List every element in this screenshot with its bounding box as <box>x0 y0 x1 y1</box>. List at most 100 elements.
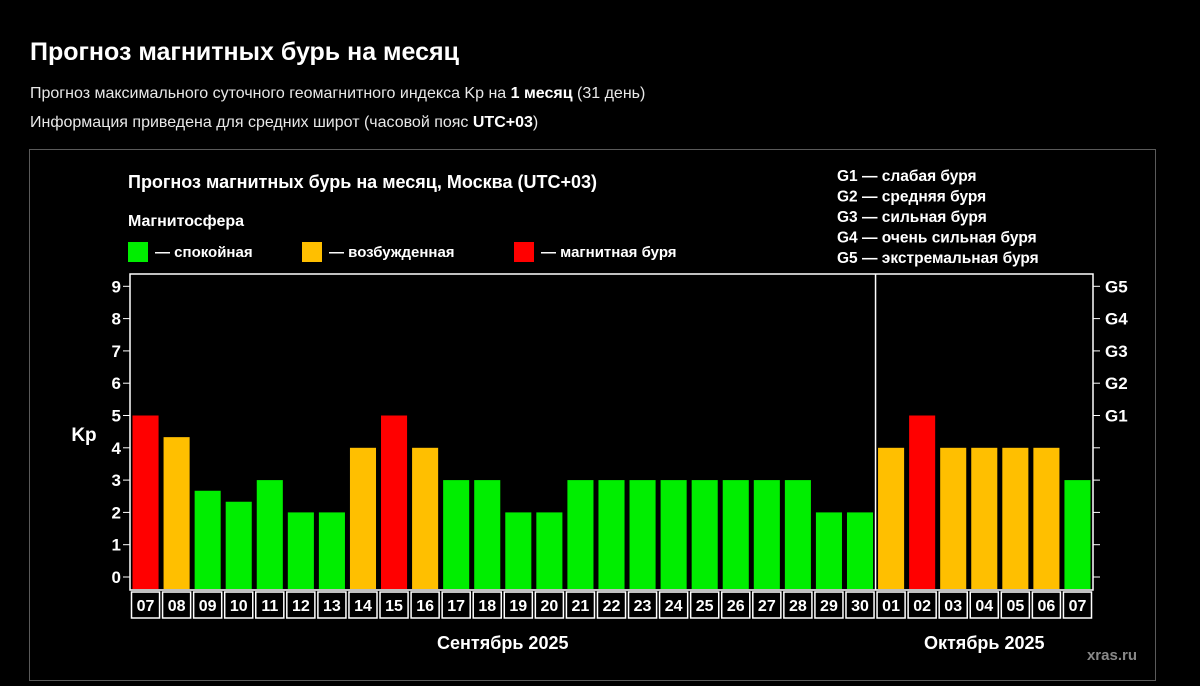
x-label-box-12 <box>503 591 534 619</box>
x-tick-label-9: 16 <box>416 598 434 615</box>
x-tick-label-17: 24 <box>665 598 683 615</box>
bar-16 <box>629 480 656 589</box>
bar-22 <box>815 512 842 589</box>
bar-10 <box>443 480 470 589</box>
subtitle-latitude-end: ) <box>532 114 539 131</box>
x-tick-label-1: 08 <box>168 598 186 615</box>
storm-scale-item-3: G3 — сильная буря <box>837 209 987 226</box>
x-label-box-14 <box>565 591 596 619</box>
watermark: xras.ru <box>1087 647 1137 664</box>
storm-scale-item-5: G5 — экстремальная буря <box>837 250 1039 267</box>
legend-swatch-2 <box>514 242 534 262</box>
y-axis-label: Kp <box>71 425 96 446</box>
x-label-box-26 <box>938 591 968 619</box>
bar-26 <box>940 447 967 589</box>
x-tick-label-19: 26 <box>727 598 745 615</box>
x-tick-label-23: 30 <box>851 598 869 615</box>
x-tick-label-13: 20 <box>540 598 558 615</box>
bar-4 <box>256 480 283 589</box>
bar-15 <box>598 480 625 589</box>
x-label-box-18 <box>689 591 720 619</box>
x-tick-label-2: 09 <box>199 598 217 615</box>
storm-scale-item-2: G2 — средняя буря <box>837 189 986 206</box>
legend-label-0: — спокойная <box>155 244 253 261</box>
bar-8 <box>381 415 408 589</box>
y-tick-label-9: 9 <box>112 277 121 296</box>
plot-area <box>129 273 1094 591</box>
legend-title: Магнитосфера <box>128 213 244 230</box>
x-label-box-20 <box>752 591 782 619</box>
x-tick-label-11: 18 <box>478 598 496 615</box>
x-label-box-25 <box>907 591 937 619</box>
bar-12 <box>505 512 532 589</box>
bar-30 <box>1064 480 1091 589</box>
subtitle-forecast-period: 1 месяц <box>510 85 573 102</box>
y-tick-label-5: 5 <box>112 407 121 426</box>
x-label-box-7 <box>348 591 378 619</box>
bar-27 <box>971 447 998 589</box>
right-tick-label-G4: G4 <box>1105 310 1128 329</box>
bar-17 <box>660 480 687 589</box>
right-tick-label-G1: G1 <box>1105 407 1128 426</box>
x-label-box-30 <box>1062 591 1093 619</box>
x-label-box-1 <box>161 591 192 619</box>
x-tick-label-18: 25 <box>696 598 714 615</box>
y-tick-label-0: 0 <box>112 568 121 587</box>
right-tick-label-G3: G3 <box>1105 342 1128 361</box>
subtitle-forecast-days: (31 день) <box>572 85 646 102</box>
x-label-box-19 <box>720 591 751 619</box>
x-label-box-8 <box>379 591 409 619</box>
y-tick-label-7: 7 <box>112 342 121 361</box>
x-label-box-10 <box>441 591 471 619</box>
chart-frame <box>29 149 1156 681</box>
storm-scale-item-1: G1 — слабая буря <box>837 168 977 185</box>
x-label-box-27 <box>969 591 1000 619</box>
bar-25 <box>909 415 936 589</box>
x-label-box-16 <box>627 591 658 619</box>
x-label-box-9 <box>410 591 440 619</box>
x-tick-label-15: 22 <box>603 598 621 615</box>
x-label-box-29 <box>1031 591 1062 619</box>
x-tick-label-3: 10 <box>230 598 248 615</box>
storm-scale-item-4: G4 — очень сильная буря <box>837 230 1037 247</box>
subtitle-forecast: Прогноз максимального суточного геомагни… <box>30 85 645 103</box>
bar-0 <box>132 415 159 589</box>
legend-swatch-0 <box>128 242 148 262</box>
bar-24 <box>878 447 905 589</box>
legend-label-1: — возбужденная <box>329 244 455 261</box>
legend-label-2: — магнитная буря <box>541 244 677 261</box>
bar-11 <box>474 480 501 589</box>
y-tick-label-3: 3 <box>112 471 121 490</box>
y-tick-label-8: 8 <box>112 310 121 329</box>
subtitle-forecast-text: Прогноз максимального суточного геомагни… <box>30 85 511 102</box>
x-tick-label-5: 12 <box>292 598 310 615</box>
y-tick-label-1: 1 <box>112 536 121 555</box>
bar-14 <box>567 480 594 589</box>
y-tick-label-2: 2 <box>112 503 121 522</box>
x-label-box-28 <box>1000 591 1031 619</box>
x-tick-label-10: 17 <box>447 598 465 615</box>
subtitle-latitude-timezone: UTC+03 <box>472 114 533 131</box>
x-tick-label-4: 11 <box>261 598 278 615</box>
bar-3 <box>225 501 252 589</box>
bar-7 <box>349 447 377 589</box>
bar-29 <box>1033 447 1060 589</box>
bar-20 <box>753 480 780 589</box>
x-tick-label-6: 13 <box>323 598 341 615</box>
bar-6 <box>318 512 345 589</box>
y-tick-label-6: 6 <box>112 374 121 393</box>
x-label-box-15 <box>596 591 627 619</box>
x-tick-label-0: 07 <box>137 598 155 615</box>
subtitle-latitude: Информация приведена для средних широт (… <box>30 114 538 132</box>
bar-21 <box>784 480 811 589</box>
x-tick-label-21: 28 <box>789 598 807 615</box>
x-tick-label-26: 03 <box>944 598 962 615</box>
month-label-0: Сентябрь 2025 <box>437 633 568 653</box>
chart-title: Прогноз магнитных бурь на месяц, Москва … <box>128 172 597 192</box>
subtitle-latitude-text: Информация приведена для средних широт (… <box>30 114 473 131</box>
bar-19 <box>722 480 749 589</box>
x-label-box-23 <box>845 591 875 619</box>
right-tick-label-G5: G5 <box>1105 277 1128 296</box>
right-tick-label-G2: G2 <box>1105 374 1128 393</box>
